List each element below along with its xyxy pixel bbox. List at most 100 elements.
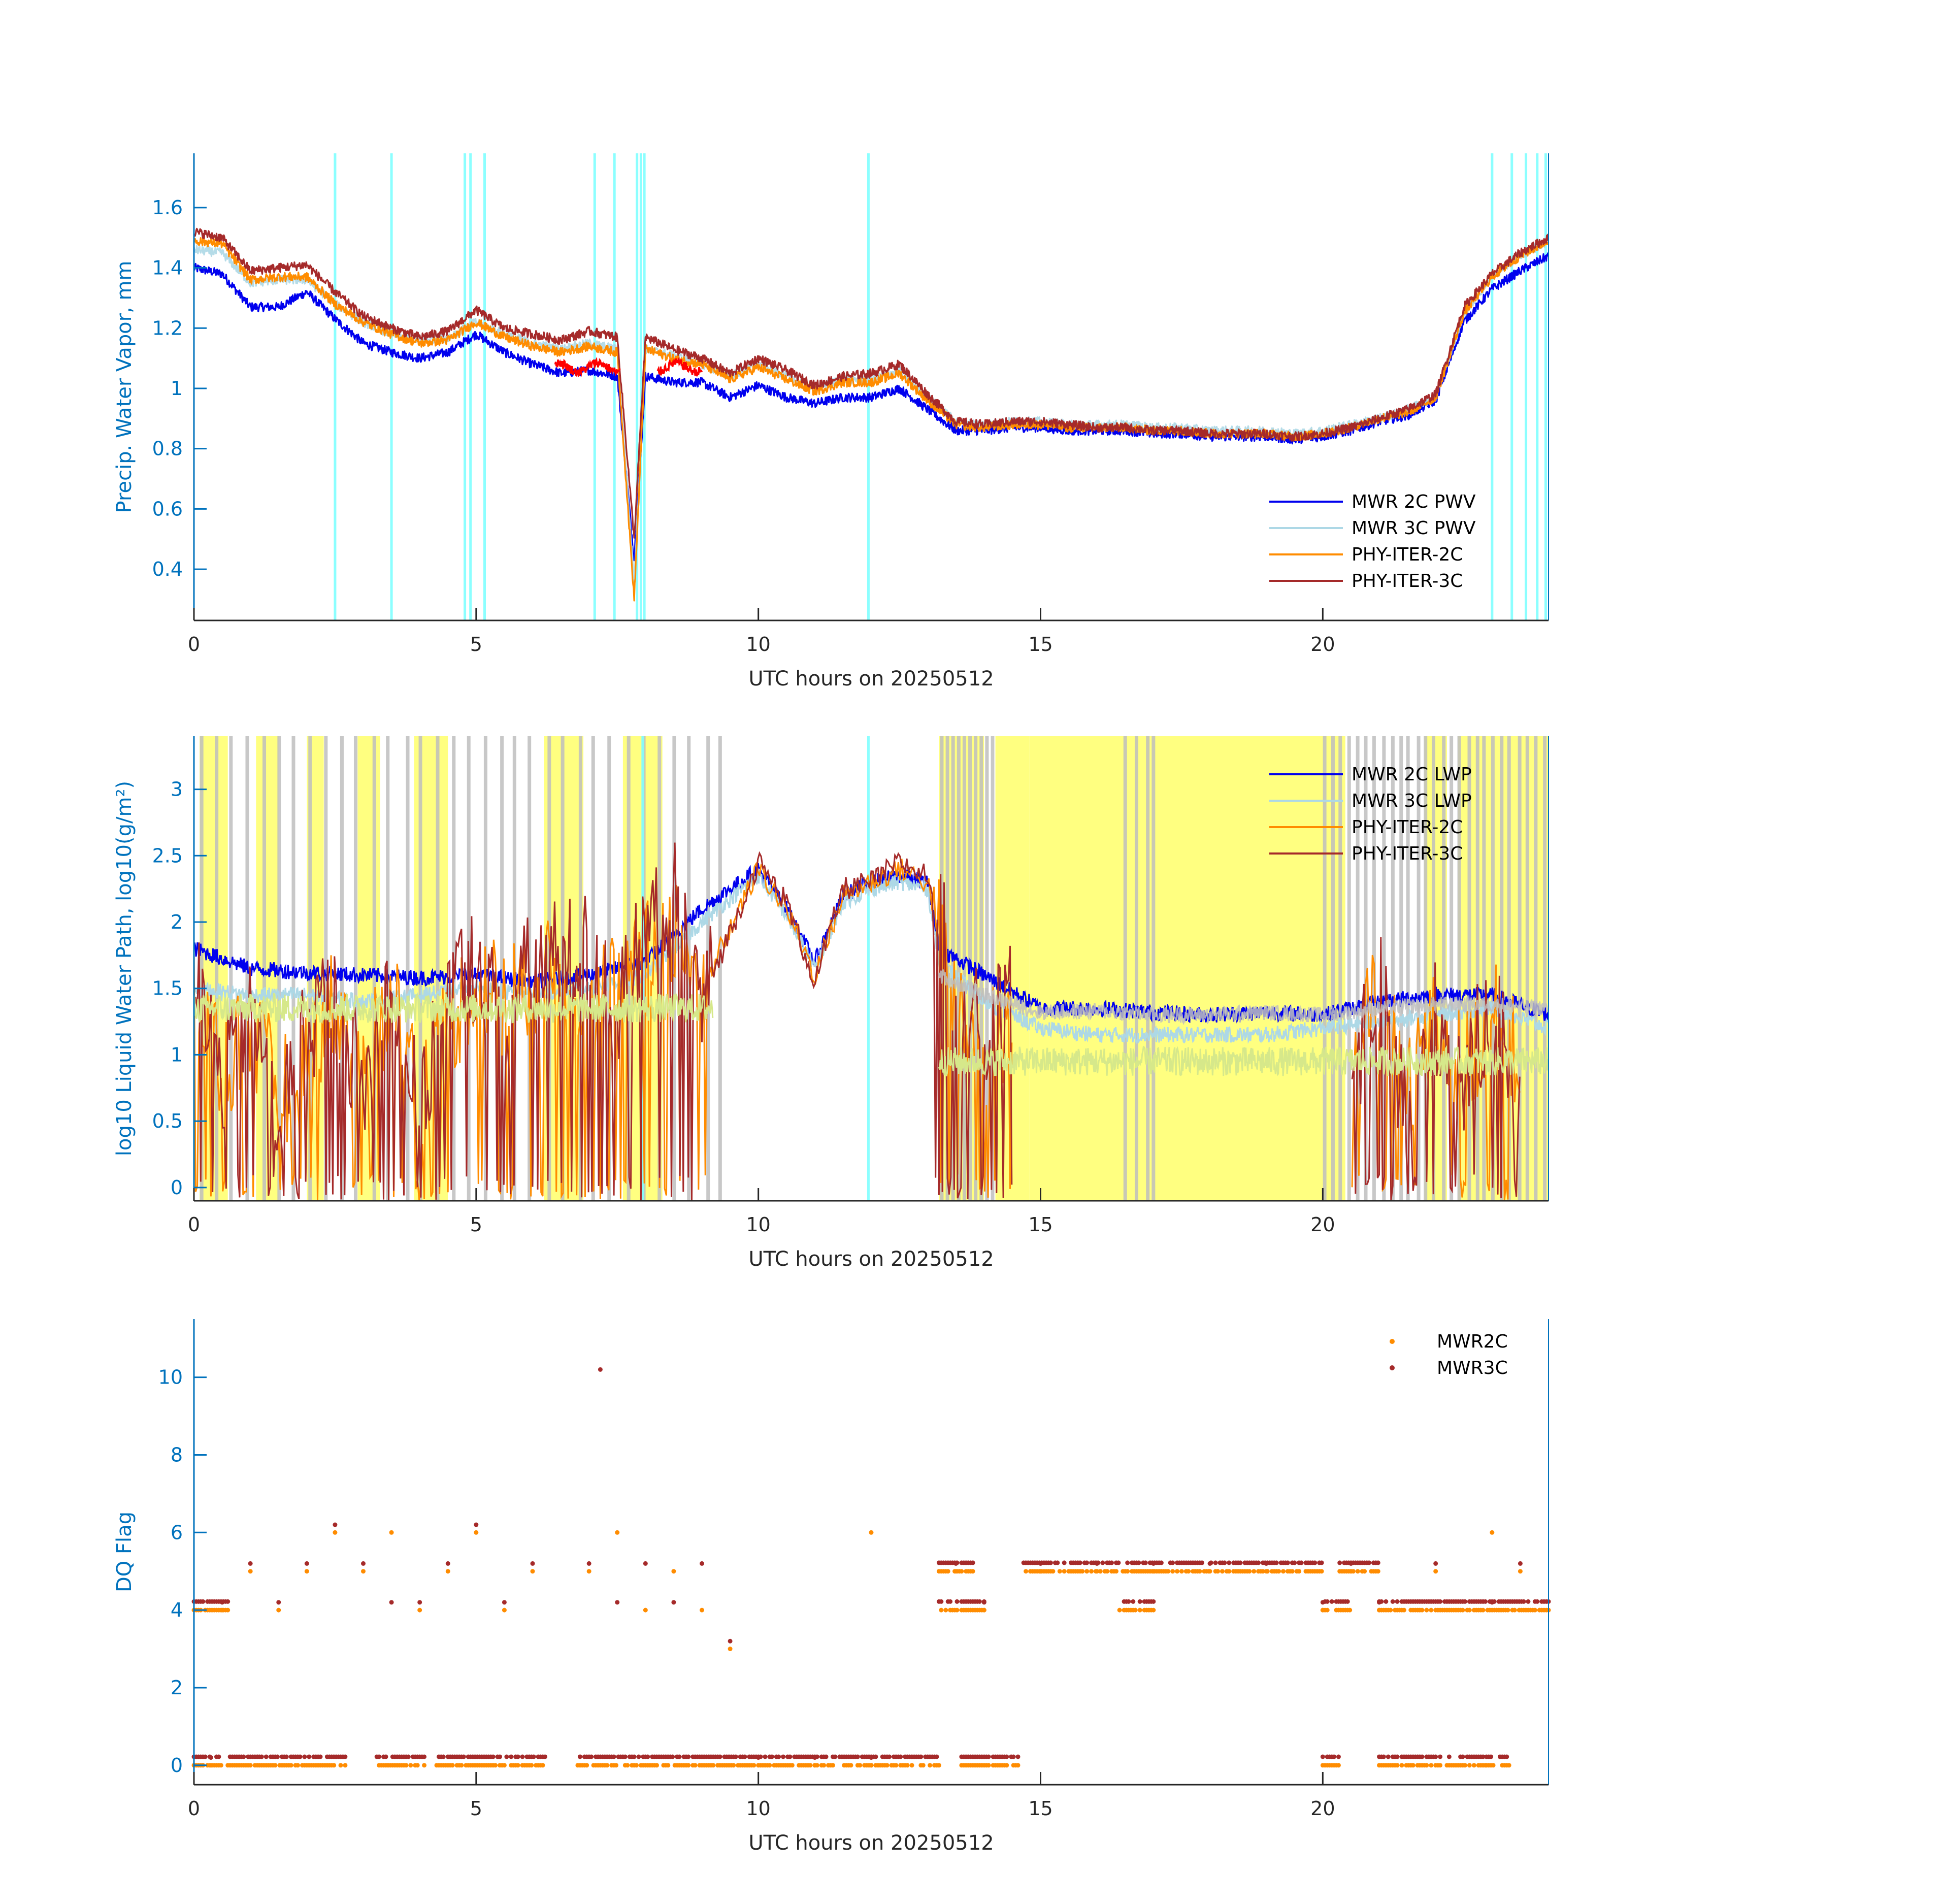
dq-point-mwr3c [898, 1754, 903, 1759]
lwp-flag-band [657, 736, 662, 1201]
dq-point-mwr2c [276, 1607, 281, 1613]
dq-point-mwr3c [1274, 1560, 1279, 1565]
dq-point-mwr2c [1512, 1607, 1517, 1613]
dq-point-mwr2c [954, 1607, 960, 1613]
dq-point-mwr2c [1336, 1763, 1341, 1768]
dq-point-mwr3c [781, 1754, 786, 1759]
lwp-flag-band [1442, 736, 1446, 1201]
dq-point-mwr3c [441, 1754, 446, 1759]
dq-point-mwr2c [445, 1569, 450, 1574]
dq-point-mwr3c [1332, 1754, 1337, 1759]
dq-point-mwr3c [1299, 1560, 1304, 1565]
dq-point-mwr3c [1137, 1599, 1142, 1604]
dq-point-mwr2c [1260, 1569, 1265, 1574]
pwv-flag-band [1491, 153, 1494, 620]
pwv-axes: 0 5 10 15 20 0.4 0.6 0.8 1 1.2 1.4 1.6 [152, 153, 1549, 655]
dq-point-mwr3c [304, 1561, 309, 1566]
dq-point-mwr2c [1395, 1763, 1400, 1768]
lwp-flag-band [1151, 736, 1156, 1201]
dq-point-mwr2c [1325, 1607, 1330, 1613]
lwp-flag-band [951, 736, 955, 1201]
dq-point-mwr2c [1347, 1607, 1353, 1613]
dq-point-mwr2c [1388, 1607, 1393, 1613]
pwv-flag-band [1510, 153, 1513, 620]
lwp-flag-band [1382, 736, 1386, 1201]
dq-point-mwr2c [1355, 1569, 1360, 1574]
dq-point-mwr2c [959, 1569, 964, 1574]
dq-point-mwr2c [643, 1607, 648, 1613]
dq-point-mwr3c [216, 1754, 221, 1759]
lwp-y-tick-label: 0 [171, 1176, 183, 1199]
dq-point-mwr2c [1080, 1569, 1085, 1574]
lwp-legend-label-phy3c: PHY-ITER-3C [1352, 843, 1463, 864]
dq-legend: MWR2C MWR3C [1390, 1331, 1508, 1378]
lwp-flag-band [957, 736, 961, 1201]
dq-point-mwr3c [1518, 1561, 1523, 1566]
dq-point-mwr3c [498, 1754, 503, 1759]
pwv-flag-band [613, 153, 616, 620]
dq-point-mwr3c [763, 1754, 768, 1759]
pwv-flag-band [639, 153, 642, 620]
lwp-flag-band [1323, 736, 1327, 1201]
lwp-flag-band [1331, 736, 1335, 1201]
pwv-flag-band [469, 153, 472, 620]
dq-point-mwr3c [1256, 1560, 1261, 1565]
dq-point-mwr3c [1227, 1560, 1232, 1565]
dq-point-mwr3c [422, 1754, 427, 1759]
lwp-yellow-flag-band [1029, 736, 1345, 1201]
dq-point-mwr3c [632, 1754, 637, 1759]
pwv-flag-band [593, 153, 596, 620]
dq-point-mwr2c [586, 1569, 591, 1574]
dq-point-mwr3c [259, 1754, 264, 1759]
pwv-y-tick-label: 1 [171, 377, 183, 400]
dq-point-mwr2c [920, 1763, 926, 1768]
dq-point-mwr2c [731, 1763, 736, 1768]
dq-point-mwr2c [1433, 1569, 1438, 1574]
dq-point-mwr2c [728, 1647, 733, 1652]
lwp-flag-band [1450, 736, 1454, 1201]
lwp-y-tick-label: 2.5 [152, 844, 183, 867]
lwp-flag-band [1507, 736, 1511, 1201]
dq-point-mwr3c [1433, 1561, 1438, 1566]
pwv-flag-band [867, 153, 870, 620]
dq-point-mwr2c [248, 1763, 253, 1768]
dq-point-mwr3c [520, 1754, 525, 1759]
pwv-legend: MWR 2C PWV MWR 3C PWV PHY-ITER-2C PHY-IT… [1269, 491, 1476, 592]
dq-point-mwr2c [1491, 1763, 1496, 1768]
lwp-axes: 0 5 10 15 20 0 0.5 1 1.5 2 2.5 3 [152, 736, 1549, 1236]
lwp-flag-band [1417, 736, 1421, 1201]
dq-point-mwr2c [1462, 1763, 1467, 1768]
lwp-x-tick-label: 10 [746, 1213, 770, 1236]
dq-point-mwr3c [509, 1754, 514, 1759]
lwp-x-tick-label: 15 [1028, 1213, 1052, 1236]
dq-point-mwr2c [869, 1763, 874, 1768]
dq-point-mwr3c [981, 1599, 986, 1604]
lwp-panel: 0 5 10 15 20 0 0.5 1 1.5 2 2.5 3 UTC hours on 20250… [113, 736, 1549, 1271]
dq-point-mwr3c [1386, 1754, 1391, 1759]
dq-point-mwr2c [614, 1763, 619, 1768]
dq-point-mwr3c [203, 1754, 208, 1759]
dq-point-mwr3c [586, 1561, 591, 1566]
lwp-flag-band [1123, 736, 1127, 1201]
dq-point-mwr3c [918, 1754, 924, 1759]
dq-point-mwr2c [343, 1763, 348, 1768]
lwp-flag-band [985, 736, 989, 1201]
pwv-y-tick-label: 1.4 [152, 257, 183, 279]
dq-point-mwr2c [515, 1763, 520, 1768]
dq-point-mwr2c [248, 1569, 253, 1574]
lwp-flag-band [1500, 736, 1504, 1201]
pwv-line-mwr-2c-pwv [193, 252, 1549, 562]
dq-point-mwr2c [1151, 1607, 1156, 1613]
pwv-legend-label-phy2c: PHY-ITER-2C [1352, 544, 1463, 565]
dq-point-mwr2c [1265, 1569, 1270, 1574]
dq-point-mwr3c [855, 1754, 860, 1759]
dq-point-mwr3c [1055, 1560, 1060, 1565]
dq-point-mwr3c [1504, 1754, 1509, 1759]
dq-point-mwr2c [502, 1607, 507, 1613]
dq-point-mwr3c [298, 1754, 303, 1759]
dq-point-mwr3c [728, 1638, 733, 1644]
dq-point-mwr2c [894, 1763, 899, 1768]
lwp-flag-band [406, 736, 410, 1201]
dq-point-mwr2c [814, 1763, 819, 1768]
dq-point-mwr2c [225, 1607, 231, 1613]
